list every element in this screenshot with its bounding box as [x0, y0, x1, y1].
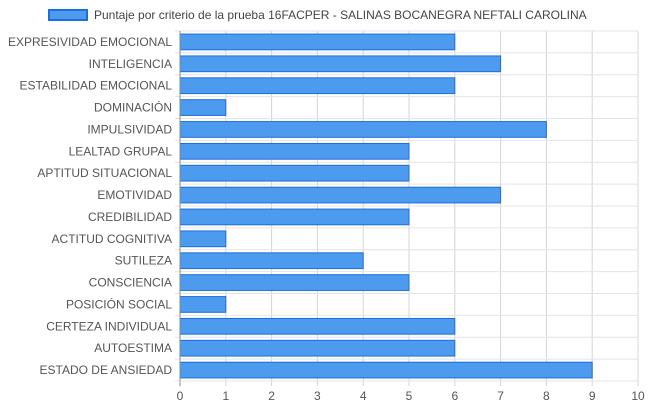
bar[interactable]	[179, 186, 502, 204]
y-tick-label: LEALTAD GRUPAL	[69, 144, 173, 158]
bar[interactable]	[179, 121, 547, 138]
bar[interactable]	[179, 296, 227, 313]
x-tick-label: 2	[268, 389, 275, 403]
y-tick-label: EMOTIVIDAD	[97, 188, 172, 202]
x-tick-label: 5	[406, 389, 413, 403]
bar[interactable]	[179, 77, 456, 95]
y-tick-label: AUTOESTIMA	[94, 341, 172, 355]
legend-swatch	[48, 9, 88, 21]
x-tick-label: 9	[589, 389, 596, 403]
x-tick-label: 6	[451, 389, 458, 403]
x-tick-label: 8	[543, 389, 550, 403]
y-tick-label: INTELIGENCIA	[89, 57, 172, 71]
x-tick-label: 10	[631, 389, 645, 403]
y-tick-label: POSICIÓN SOCIAL	[66, 296, 172, 311]
y-tick-label: CONSCIENCIA	[89, 276, 172, 290]
bar[interactable]	[179, 317, 456, 335]
y-tick-label: DOMINACIÓN	[94, 100, 172, 115]
bar[interactable]	[179, 208, 410, 226]
bar[interactable]	[179, 274, 410, 291]
y-tick-label: CREDIBILIDAD	[88, 210, 172, 224]
x-tick-label: 3	[314, 389, 321, 403]
bar[interactable]	[179, 33, 456, 51]
bar[interactable]	[179, 164, 410, 182]
bar[interactable]	[179, 142, 410, 160]
bar[interactable]	[179, 230, 227, 248]
bar[interactable]	[179, 252, 364, 270]
y-tick-label: IMPULSIVIDAD	[87, 122, 172, 136]
x-tick-label: 4	[360, 389, 367, 403]
legend[interactable]: Puntaje por criterio de la prueba 16FACP…	[48, 6, 587, 24]
legend-label: Puntaje por criterio de la prueba 16FACP…	[94, 8, 587, 22]
bar[interactable]	[179, 99, 227, 116]
y-tick-label: EXPRESIVIDAD EMOCIONAL	[8, 35, 172, 49]
y-tick-label: SUTILEZA	[115, 254, 172, 268]
y-tick-label: ESTABILIDAD EMOCIONAL	[20, 79, 173, 93]
y-tick-label: ACTITUD COGNITIVA	[52, 232, 172, 246]
bar[interactable]	[179, 339, 456, 357]
y-tick-label: APTITUD SITUACIONAL	[37, 166, 172, 180]
bar[interactable]	[179, 55, 502, 73]
bar[interactable]	[179, 361, 593, 379]
y-tick-label: ESTADO DE ANSIEDAD	[40, 363, 173, 377]
x-tick-label: 7	[497, 389, 504, 403]
x-tick-label: 0	[177, 389, 184, 403]
x-tick-label: 1	[222, 389, 229, 403]
y-tick-label: CERTEZA INDIVIDUAL	[46, 319, 172, 333]
